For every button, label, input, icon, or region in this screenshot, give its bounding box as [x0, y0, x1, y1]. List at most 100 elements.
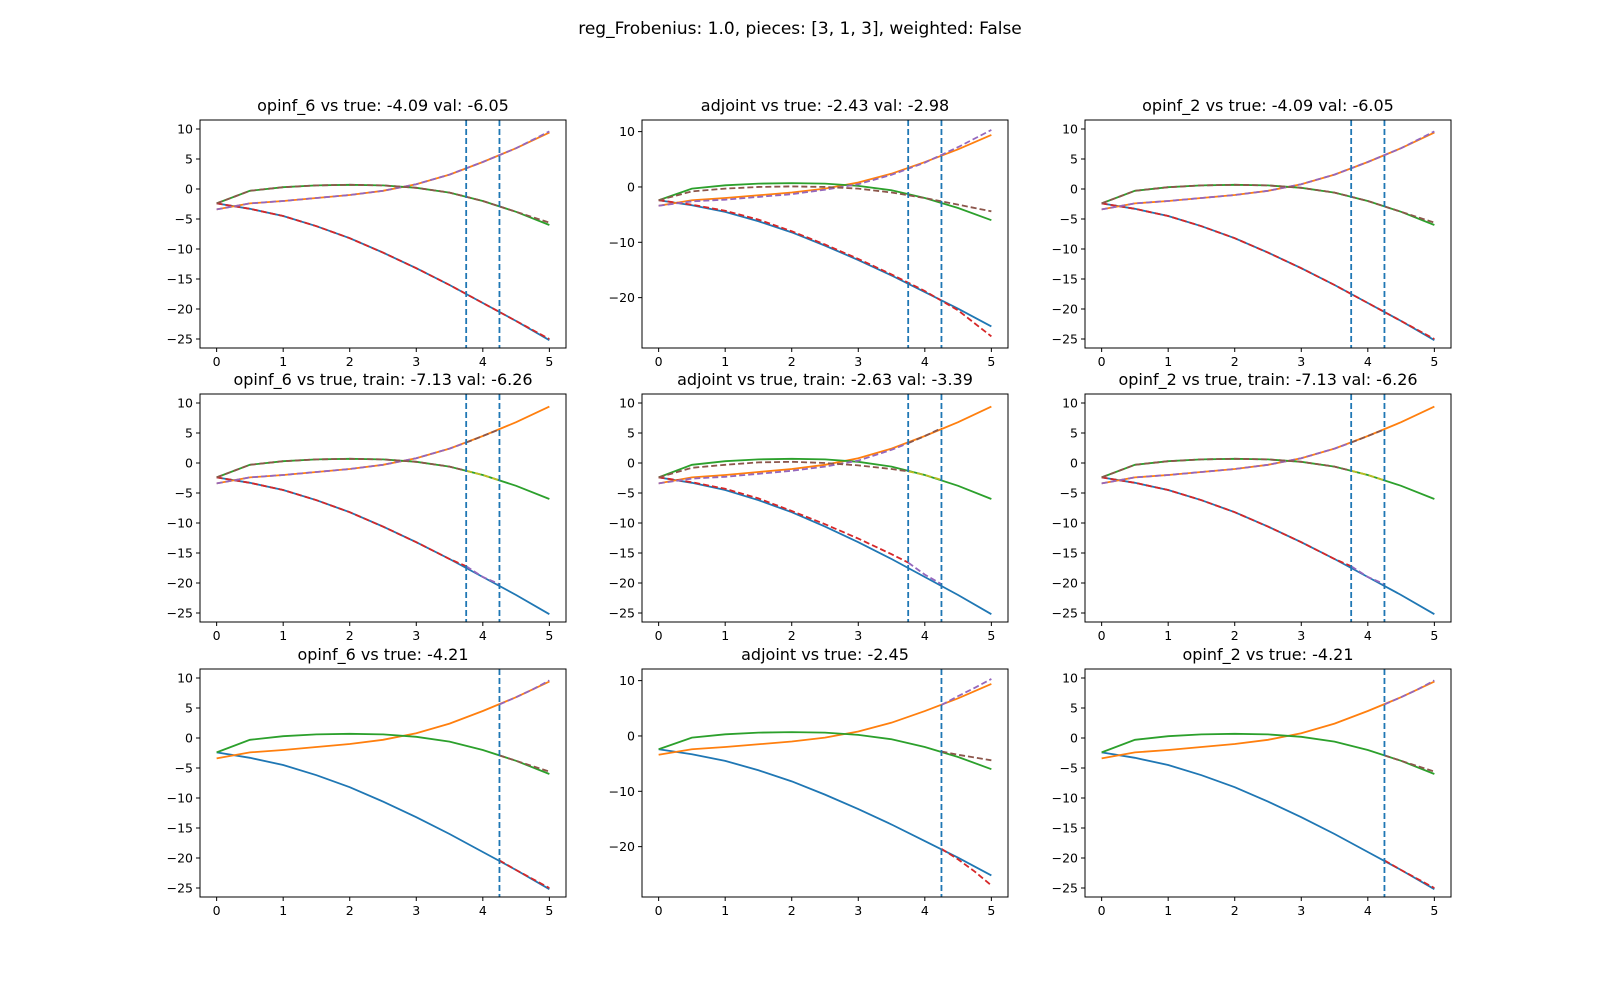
subplot-grid: opinf_6 vs true: -4.09 val: -6.05 0 1 2 3 4 5 1…: [167, 96, 1452, 918]
predicted-series-line-1-1: [1101, 476, 1352, 568]
x-tick-label: 1: [279, 354, 287, 369]
subplot-title: opinf_2 vs true: -4.09 val: -6.05: [1142, 96, 1394, 116]
predicted-series-line-2-3: [907, 470, 942, 481]
plot-area: [658, 120, 992, 348]
x-tick-label: 2: [346, 903, 354, 918]
y-tick-label: −15: [167, 546, 193, 561]
subplot-title: adjoint vs true, train: -2.63 val: -3.39: [677, 370, 973, 389]
predicted-series-line-1-2: [499, 679, 550, 706]
x-tick-label: 2: [346, 628, 354, 643]
true-series-line-2: [216, 680, 550, 760]
x-tick-label: 5: [1430, 628, 1438, 643]
x-tick-label: 2: [788, 628, 796, 643]
y-tick-label: 10: [619, 396, 635, 411]
subplot-6: opinf_2 vs true, train: -7.13 val: -6.26…: [1052, 370, 1452, 643]
axes-frame: [1084, 119, 1452, 349]
axes-frame: [199, 668, 567, 898]
predicted-series-line-1-3: [658, 185, 992, 213]
y-tick-label: 10: [177, 122, 193, 137]
x-tick-label: 5: [1430, 903, 1438, 918]
x-tick-label: 0: [655, 354, 663, 369]
true-series-line-1: [658, 199, 992, 328]
y-tick-label: 10: [1062, 671, 1078, 686]
predicted-series-line-1-1: [499, 859, 550, 889]
axes-frame: [1084, 393, 1452, 623]
y-tick-label: 10: [1062, 122, 1078, 137]
predicted-series-line-1-1: [1101, 202, 1435, 340]
y-tick-label: −5: [617, 486, 635, 501]
x-tick-label: 5: [987, 354, 995, 369]
y-tick-label: 10: [1062, 396, 1078, 411]
predicted-series-line-1-1: [658, 199, 992, 338]
y-tick-label: 10: [619, 124, 635, 139]
predicted-series-line-1-2: [1384, 679, 1435, 706]
x-tick-label: 4: [479, 354, 487, 369]
predicted-series-line-2-3: [465, 469, 500, 482]
y-tick-label: −20: [167, 851, 193, 866]
subplot-4: opinf_6 vs true, train: -7.13 val: -6.26…: [167, 370, 567, 643]
y-tick-label: −5: [175, 212, 193, 227]
x-tick-label: 0: [1098, 354, 1106, 369]
x-tick-label: 5: [545, 903, 553, 918]
x-tick-label: 3: [854, 903, 862, 918]
x-tick-label: 4: [1364, 628, 1372, 643]
y-tick-label: −20: [1052, 302, 1078, 317]
x-tick-label: 1: [1164, 354, 1172, 369]
x-tick-label: 1: [721, 903, 729, 918]
true-series-line-3: [658, 731, 992, 771]
x-tick-label: 3: [1297, 354, 1305, 369]
y-tick-label: 5: [1070, 152, 1078, 167]
y-tick-label: −15: [1052, 821, 1078, 836]
predicted-series-line-1-3: [941, 750, 992, 762]
y-tick-label: −25: [1052, 606, 1078, 621]
predicted-series-line-2-1: [465, 565, 500, 586]
x-tick-label: 3: [1297, 903, 1305, 918]
subplot-3: opinf_2 vs true: -4.09 val: -6.05 0 1 2 3 4 5 1…: [1052, 96, 1452, 369]
y-tick-label: −15: [1052, 546, 1078, 561]
true-series-line-1: [658, 476, 992, 615]
x-tick-label: 1: [279, 628, 287, 643]
subplot-2: adjoint vs true: -2.43 val: -2.98 0 1 2 3 4 5 1…: [609, 96, 1009, 369]
plot-area: [658, 669, 992, 897]
y-tick-label: −25: [1052, 881, 1078, 896]
y-tick-label: −10: [1052, 791, 1078, 806]
predicted-series-line-1-2: [941, 678, 992, 706]
predicted-series-line-2-2: [465, 428, 500, 444]
x-tick-label: 4: [1364, 354, 1372, 369]
y-tick-label: −20: [609, 839, 635, 854]
predicted-series-line-2-1: [1350, 565, 1385, 586]
y-tick-label: −10: [167, 516, 193, 531]
axes-frame: [641, 119, 1009, 349]
y-tick-label: −20: [167, 576, 193, 591]
y-tick-label: −25: [167, 606, 193, 621]
x-tick-label: 0: [213, 354, 221, 369]
x-tick-label: 0: [1098, 628, 1106, 643]
plot-area: [1101, 394, 1435, 622]
y-tick-label: 0: [627, 456, 635, 471]
y-tick-label: −15: [167, 272, 193, 287]
plot-area: [1101, 669, 1435, 897]
subplot-8: adjoint vs true: -2.45 0 1 2 3 4 5 10 0 −10 −20: [609, 645, 1009, 918]
x-tick-label: 3: [854, 354, 862, 369]
y-tick-label: −20: [609, 576, 635, 591]
true-series-line-2: [1101, 680, 1435, 760]
predicted-series-line-1-2: [658, 129, 992, 207]
y-tick-label: 0: [1070, 456, 1078, 471]
subplot-title: opinf_2 vs true, train: -7.13 val: -6.26: [1118, 370, 1417, 390]
x-tick-label: 1: [279, 903, 287, 918]
y-tick-label: −10: [167, 791, 193, 806]
y-tick-label: 5: [185, 152, 193, 167]
x-tick-label: 1: [1164, 628, 1172, 643]
axes-frame: [641, 393, 1009, 623]
y-tick-label: −5: [175, 761, 193, 776]
y-tick-label: 5: [185, 701, 193, 716]
predicted-series-line-1-3: [1101, 457, 1352, 479]
y-tick-label: 0: [1070, 731, 1078, 746]
plot-area: [216, 669, 550, 897]
y-tick-label: −10: [167, 242, 193, 257]
y-tick-label: −15: [609, 546, 635, 561]
x-tick-label: 4: [479, 903, 487, 918]
predicted-series-line-1-3: [658, 460, 909, 479]
subplot-5: adjoint vs true, train: -2.63 val: -3.39…: [609, 370, 1009, 643]
